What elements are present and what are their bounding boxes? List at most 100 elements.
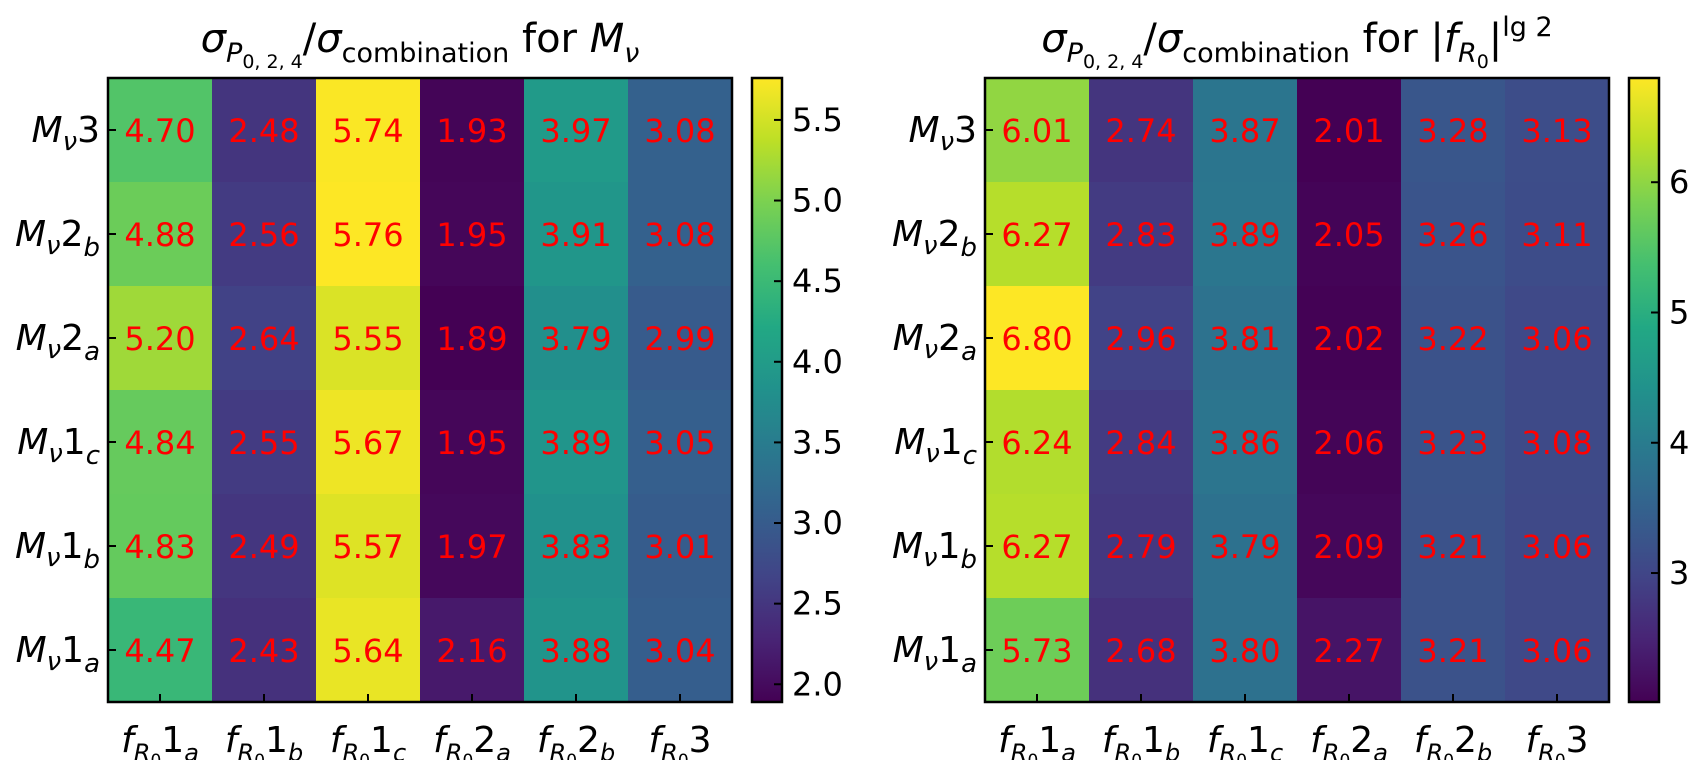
x-tick-sub: R: [238, 739, 255, 760]
cell-value-label: 3.26: [1417, 216, 1488, 254]
x-tick-subsub: 0: [566, 751, 577, 760]
y-tick-num: 2: [938, 214, 961, 255]
x-tick-letter: b: [600, 739, 615, 760]
x-tick-label: fR01c: [330, 720, 406, 760]
x-tick-num: 1: [1142, 720, 1165, 760]
x-tick-sub: R: [1220, 739, 1237, 760]
x-tick-num: 1: [161, 720, 184, 760]
x-tick-subsub: 0: [1555, 751, 1566, 760]
cell-value-label: 6.24: [1001, 424, 1072, 462]
colorbar-tick-label: 5.5: [792, 101, 843, 139]
cell-value-label: 3.13: [1521, 112, 1592, 150]
y-tick-main: M: [892, 526, 923, 567]
colorbar-tick-label: 2.5: [792, 585, 843, 623]
x-tick-letter: b: [1477, 739, 1492, 760]
colorbar-tick-label: 3.0: [792, 504, 843, 542]
y-tick-main: M: [892, 214, 923, 255]
title-sub-p-index: 0, 2, 4: [242, 51, 302, 73]
colorbar-tick-label: 2.0: [792, 665, 843, 703]
x-tick-sub: R: [661, 739, 678, 760]
cell-value-label: 3.79: [1209, 528, 1280, 566]
cell-value-label: 3.22: [1417, 320, 1488, 358]
x-tick-label: fR01b: [1102, 720, 1180, 760]
x-tick-subsub: 0: [1236, 751, 1247, 760]
title-sub-combination: combination: [342, 38, 510, 69]
y-tick-letter: b: [83, 233, 100, 263]
cell-value-label: 3.08: [644, 216, 715, 254]
title-for: for: [1350, 16, 1430, 62]
cell-value-label: 6.80: [1001, 320, 1072, 358]
cell-value-label: 3.08: [644, 112, 715, 150]
cell-value-label: 5.73: [1001, 632, 1072, 670]
y-tick-num: 2: [61, 318, 84, 359]
y-tick-label: Mν2a: [16, 318, 100, 367]
cell-value-label: 3.06: [1521, 528, 1592, 566]
cell-value-label: 1.95: [436, 424, 507, 462]
cell-value-label: 2.06: [1313, 424, 1384, 462]
title-slash: /: [303, 16, 317, 62]
x-tick-label: fR01c: [1207, 720, 1283, 760]
y-tick-num: 1: [938, 526, 961, 567]
x-tick-num: 3: [689, 720, 712, 760]
title-sigma-2: σ: [1157, 16, 1184, 62]
colorbar-tick-label: 4.0: [792, 343, 843, 381]
cell-value-label: 3.04: [644, 632, 715, 670]
x-tick-subsub: 0: [1027, 751, 1038, 760]
title-bar-right: |: [1489, 16, 1502, 62]
x-tick-label: fR01a: [998, 720, 1076, 760]
y-tick-letter: a: [84, 337, 100, 367]
x-tick-letter: b: [288, 739, 303, 760]
x-tick-letter: c: [1270, 739, 1283, 760]
cell-value-label: 3.87: [1209, 112, 1280, 150]
cell-value-label: 3.89: [540, 424, 611, 462]
cell-value-label: 2.02: [1313, 320, 1384, 358]
y-tick-main: M: [15, 214, 46, 255]
cell-value-label: 4.88: [124, 216, 195, 254]
cell-value-label: 6.27: [1001, 528, 1072, 566]
colorbar-tick-label: 4: [1669, 424, 1689, 462]
cell-value-label: 3.91: [540, 216, 611, 254]
title-target: M: [590, 16, 625, 62]
x-tick-sub: R: [1323, 739, 1340, 760]
cell-value-label: 3.11: [1521, 216, 1592, 254]
colorbar-tick-label: 3: [1669, 554, 1689, 592]
colorbar: 2.02.53.03.54.04.55.05.5: [752, 78, 843, 703]
y-tick-label: Mν1a: [893, 630, 977, 679]
colorbar-tick-label: 5: [1669, 293, 1689, 331]
cell-value-label: 2.56: [228, 216, 299, 254]
x-tick-letter: a: [184, 739, 199, 760]
x-tick-num: 1: [1247, 720, 1270, 760]
y-tick-main: M: [909, 110, 940, 151]
x-tick-subsub: 0: [150, 751, 161, 760]
title-bar-left: |: [1430, 16, 1443, 62]
y-tick-sub: ν: [63, 127, 78, 157]
y-tick-sub: ν: [923, 231, 938, 261]
y-tick-sub: ν: [925, 439, 940, 469]
y-tick-letter: a: [84, 649, 100, 679]
cell-value-label: 2.64: [228, 320, 299, 358]
title-sigma: σ: [1041, 16, 1068, 62]
title-target-sub: R: [1458, 38, 1477, 69]
cell-value-label: 5.76: [332, 216, 403, 254]
y-tick-sub: ν: [924, 647, 939, 677]
y-tick-main: M: [32, 110, 63, 151]
y-tick-label: Mν2b: [892, 214, 977, 263]
y-axis: Mν3Mν2bMν2aMν1cMν1bMν1a: [892, 110, 993, 679]
y-tick-label: Mν1a: [16, 630, 100, 679]
colorbar: 3456: [1629, 78, 1689, 702]
x-tick-letter: a: [1373, 739, 1388, 760]
y-tick-num: 2: [61, 214, 84, 255]
cell-value-label: 3.05: [644, 424, 715, 462]
cell-value-label: 3.21: [1417, 528, 1488, 566]
x-tick-num: 1: [370, 720, 393, 760]
x-tick-sub: R: [550, 739, 567, 760]
cell-value-label: 4.47: [124, 632, 195, 670]
x-tick-num: 2: [473, 720, 496, 760]
x-tick-num: 1: [1038, 720, 1061, 760]
y-axis: Mν3Mν2bMν2aMν1cMν1bMν1a: [15, 110, 116, 679]
y-tick-letter: b: [960, 233, 977, 263]
x-tick-label: fR01a: [121, 720, 199, 760]
y-tick-letter: a: [961, 337, 977, 367]
cell-value-label: 5.20: [124, 320, 195, 358]
cell-value-label: 4.70: [124, 112, 195, 150]
